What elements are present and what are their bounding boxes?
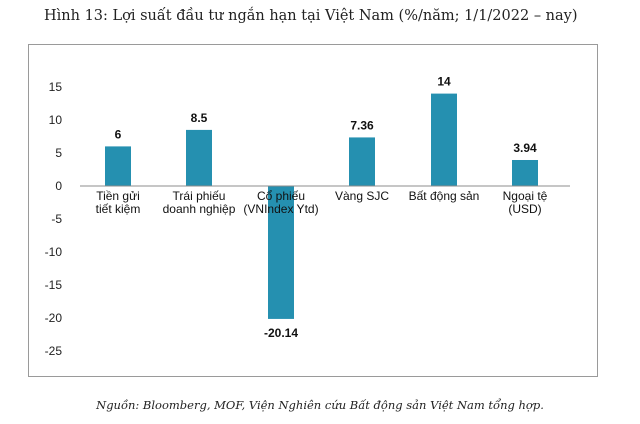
y-tick-label-3: 0 xyxy=(55,179,62,193)
category-label-4-0: Bất động sản xyxy=(409,189,480,203)
bar-4 xyxy=(431,93,457,186)
bar-2 xyxy=(268,186,294,319)
category-label-2-1: (VNIndex Ytd) xyxy=(243,202,318,216)
category-label-0-1: tiết kiệm xyxy=(96,202,141,216)
y-tick-label-2: 5 xyxy=(55,146,62,160)
y-tick-label-1: 10 xyxy=(49,113,63,127)
category-label-5-0: Ngoại tệ xyxy=(503,189,548,203)
y-tick-label-0: 15 xyxy=(49,80,63,94)
y-tick-label-4: -5 xyxy=(51,212,62,226)
bar-3 xyxy=(349,137,375,186)
y-tick-label-6: -15 xyxy=(45,278,63,292)
bar-1 xyxy=(186,129,212,186)
source-note: Nguồn: Bloomberg, MOF, Viện Nghiên cứu B… xyxy=(96,398,544,412)
category-label-1-1: doanh nghiệp xyxy=(163,202,236,216)
chart-title: Hình 13: Lợi suất đầu tư ngắn hạn tại Vi… xyxy=(44,8,578,24)
y-tick-label-7: -20 xyxy=(45,311,63,325)
chart-frame xyxy=(28,44,598,377)
category-label-0-0: Tiền gửi xyxy=(96,189,140,203)
bar-5 xyxy=(512,159,538,186)
y-tick-label-8: -25 xyxy=(45,344,63,358)
category-label-2-0: Cổ phiếu xyxy=(257,189,305,203)
data-label-5: 3.94 xyxy=(513,141,537,155)
category-label-5-1: (USD) xyxy=(508,202,541,216)
data-label-1: 8.5 xyxy=(191,111,208,125)
category-label-1-0: Trái phiếu xyxy=(173,189,226,203)
data-label-2: -20.14 xyxy=(264,326,298,340)
y-tick-label-5: -10 xyxy=(45,245,63,259)
bar-0 xyxy=(105,146,131,186)
data-label-0: 6 xyxy=(115,127,122,141)
category-label-3-0: Vàng SJC xyxy=(335,189,389,203)
data-label-4: 14 xyxy=(437,75,451,89)
data-label-3: 7.36 xyxy=(350,118,374,132)
